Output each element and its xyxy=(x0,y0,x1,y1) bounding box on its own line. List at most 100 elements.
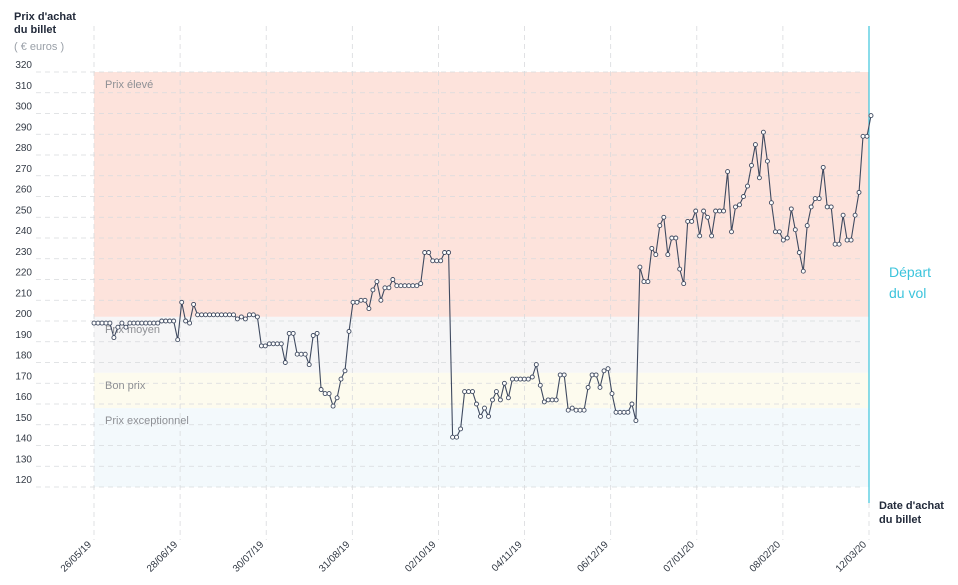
point-152 xyxy=(697,233,703,239)
point-47 xyxy=(278,341,284,347)
y-tick-2: 140 xyxy=(15,434,32,445)
x-tick-9: 12/03/20 xyxy=(834,539,870,575)
point-181 xyxy=(812,196,818,202)
point-158 xyxy=(721,208,727,214)
point-32 xyxy=(219,312,224,318)
y-tick-3: 150 xyxy=(15,413,32,424)
point-65 xyxy=(350,299,356,305)
point-41 xyxy=(254,314,260,320)
point-169 xyxy=(764,158,770,164)
point-72 xyxy=(378,297,384,303)
point-186 xyxy=(832,241,838,247)
point-44 xyxy=(266,341,272,347)
x-tick-5: 04/11/19 xyxy=(490,539,525,574)
point-53 xyxy=(302,351,308,357)
point-45 xyxy=(270,341,276,347)
point-132 xyxy=(617,409,623,415)
point-139 xyxy=(645,279,651,285)
point-81 xyxy=(414,283,420,289)
point-40 xyxy=(250,312,256,318)
point-100 xyxy=(490,397,495,403)
point-110 xyxy=(529,374,535,380)
point-94 xyxy=(466,389,472,395)
point-38 xyxy=(242,316,248,322)
point-69 xyxy=(366,306,372,312)
point-111 xyxy=(533,362,539,368)
band-0 xyxy=(94,72,869,317)
point-189 xyxy=(844,237,850,243)
point-177 xyxy=(796,250,802,255)
y-tick-13: 250 xyxy=(15,205,32,216)
point-148 xyxy=(681,281,687,287)
point-162 xyxy=(737,202,742,208)
point-4 xyxy=(107,320,113,326)
point-157 xyxy=(717,208,723,214)
point-67 xyxy=(358,297,364,303)
point-12 xyxy=(139,320,145,326)
point-126 xyxy=(593,372,599,378)
point-184 xyxy=(824,204,830,210)
point-195 xyxy=(868,113,874,119)
point-80 xyxy=(410,283,416,289)
point-122 xyxy=(577,407,583,413)
point-82 xyxy=(418,281,424,287)
y-tick-0: 120 xyxy=(15,475,32,486)
point-150 xyxy=(689,218,695,224)
point-106 xyxy=(513,376,519,382)
point-137 xyxy=(637,264,643,270)
point-141 xyxy=(653,252,659,258)
point-114 xyxy=(545,397,551,403)
point-78 xyxy=(402,283,408,289)
point-143 xyxy=(661,214,667,220)
x-tick-0: 26/05/19 xyxy=(59,539,95,575)
point-188 xyxy=(840,212,846,218)
point-112 xyxy=(537,382,543,388)
point-163 xyxy=(741,194,746,199)
y-tick-12: 240 xyxy=(15,226,32,237)
point-92 xyxy=(458,426,464,432)
point-160 xyxy=(729,229,734,235)
point-58 xyxy=(322,391,328,397)
point-9 xyxy=(127,320,133,326)
point-83 xyxy=(422,250,428,255)
point-62 xyxy=(338,376,344,382)
x-tick-labels: 26/05/19 28/06/19 30/07/19 31/08/19 02/10/19… xyxy=(59,539,870,575)
point-74 xyxy=(386,285,392,291)
point-151 xyxy=(693,208,699,214)
point-127 xyxy=(597,384,603,390)
point-6 xyxy=(115,324,121,330)
point-129 xyxy=(605,366,611,372)
point-128 xyxy=(601,368,607,374)
band-3 xyxy=(94,408,869,487)
departure-label: Départ du vol xyxy=(889,264,932,301)
point-109 xyxy=(525,376,531,382)
point-173 xyxy=(780,237,786,243)
point-27 xyxy=(199,312,205,318)
y-tick-9: 210 xyxy=(15,288,32,299)
point-176 xyxy=(792,227,798,233)
point-93 xyxy=(462,389,468,395)
point-49 xyxy=(286,330,292,336)
point-167 xyxy=(756,175,762,181)
point-91 xyxy=(454,434,460,440)
point-42 xyxy=(258,343,264,349)
y-tick-8: 200 xyxy=(15,309,32,320)
point-55 xyxy=(310,333,316,338)
point-18 xyxy=(163,318,169,324)
point-98 xyxy=(482,405,487,411)
y-axis-label: Prix d'achat du billet xyxy=(14,11,76,36)
point-56 xyxy=(314,330,320,336)
point-131 xyxy=(613,409,619,415)
point-120 xyxy=(569,405,575,411)
y-tick-1: 130 xyxy=(15,454,32,465)
point-138 xyxy=(641,279,647,285)
point-13 xyxy=(143,320,149,326)
point-180 xyxy=(808,204,814,210)
point-161 xyxy=(733,204,738,210)
point-15 xyxy=(151,320,157,326)
point-144 xyxy=(665,252,671,258)
point-35 xyxy=(231,312,236,318)
point-147 xyxy=(677,266,683,272)
point-33 xyxy=(223,312,228,318)
